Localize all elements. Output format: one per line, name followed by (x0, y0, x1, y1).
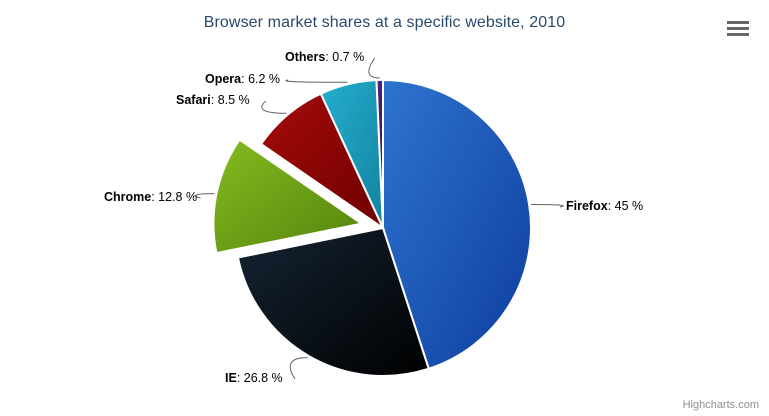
data-label-safari: Safari: 8.5 % (176, 93, 250, 107)
data-label-opera: Opera: 6.2 % (205, 72, 280, 86)
pie-slice-chrome[interactable] (212, 138, 364, 255)
data-label-value: : 6.2 % (241, 72, 281, 86)
hamburger-menu-icon[interactable] (725, 18, 751, 40)
pie-slice-firefox[interactable] (382, 78, 532, 371)
label-connectors (195, 57, 564, 380)
connector-safari (261, 100, 287, 114)
connector-others (368, 57, 380, 79)
connector-chrome (195, 193, 215, 199)
data-label-value: : 8.5 % (210, 93, 250, 107)
connector-opera (285, 79, 348, 83)
data-label-value: : 26.8 % (236, 371, 283, 385)
data-label-value: : 45 % (607, 199, 644, 213)
data-label-name: Firefox (566, 199, 608, 213)
connector-firefox (531, 204, 564, 208)
pie-slices (212, 78, 532, 377)
data-label-ie: IE: 26.8 % (225, 371, 283, 385)
data-label-name: Chrome (104, 190, 152, 204)
menu-bar-2 (727, 27, 749, 30)
data-label-others: Others: 0.7 % (285, 50, 364, 64)
data-label-chrome: Chrome: 12.8 % (104, 190, 197, 204)
menu-bar-1 (727, 21, 749, 24)
pie-slice-ie[interactable] (236, 226, 430, 377)
data-label-name: Others (285, 50, 326, 64)
highcharts-credits[interactable]: Highcharts.com (682, 399, 759, 411)
pie-slice-others[interactable] (375, 78, 384, 229)
data-label-name: IE (225, 371, 237, 385)
menu-bar-3 (727, 33, 749, 36)
data-label-value: : 0.7 % (325, 50, 365, 64)
data-label-name: Opera (205, 72, 242, 86)
data-label-value: : 12.8 % (151, 190, 198, 204)
chart-title: Browser market shares at a specific webs… (203, 14, 566, 31)
connector-ie (289, 357, 308, 380)
data-label-firefox: Firefox: 45 % (566, 199, 643, 213)
data-label-name: Safari (176, 93, 211, 107)
